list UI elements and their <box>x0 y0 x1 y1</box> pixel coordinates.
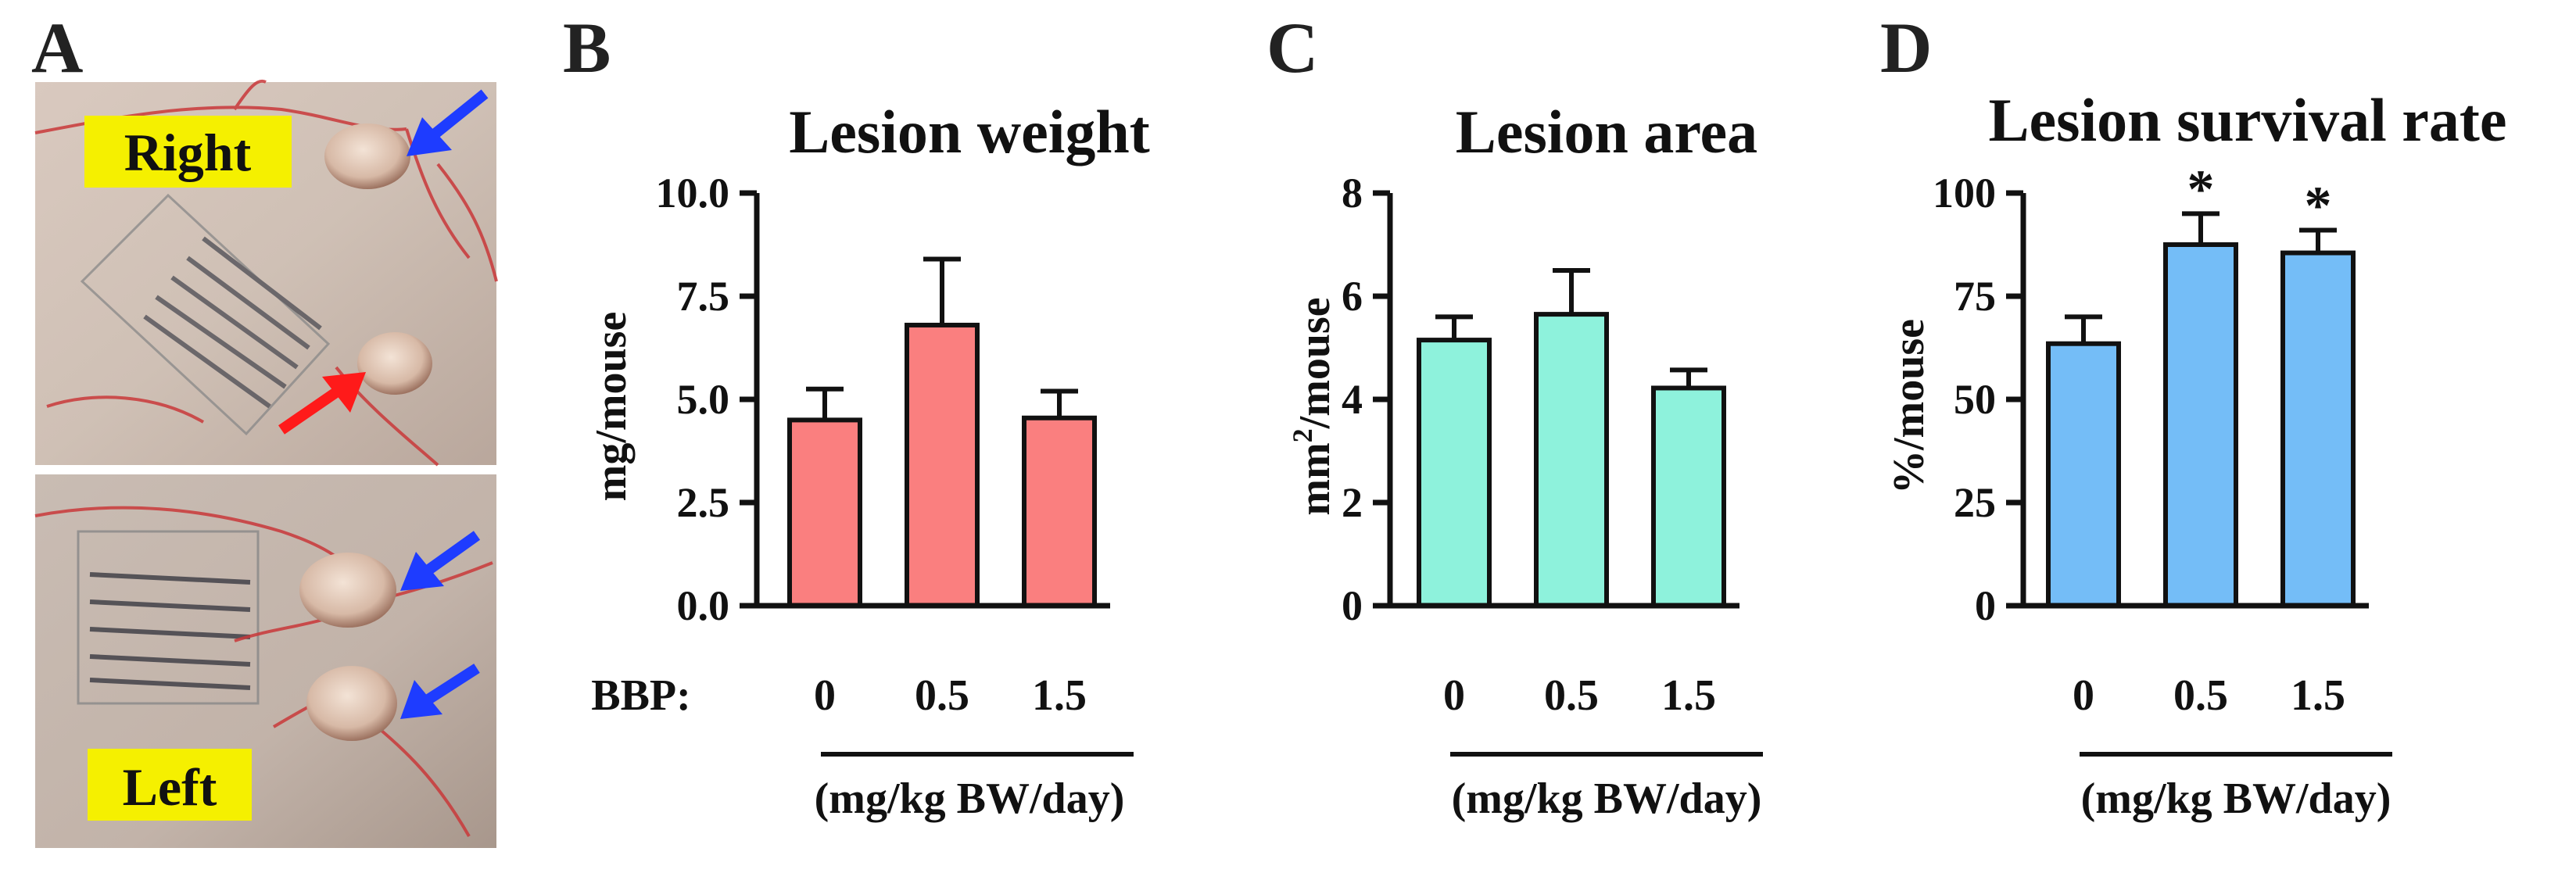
y-tick-label: 75 <box>1954 273 1996 320</box>
x-tick-label: 0 <box>2073 671 2094 720</box>
bar <box>787 417 862 609</box>
left-label: Left <box>123 757 217 817</box>
chart-title: Lesion area <box>1456 98 1757 166</box>
right-label-background <box>84 116 292 188</box>
y-tick-label: 0 <box>1975 582 1996 629</box>
significance-marker: * <box>2187 159 2215 220</box>
y-axis-label: %/mouse <box>1885 319 1933 494</box>
panel-letter-c: C <box>1267 8 1318 88</box>
y-tick-label: 6 <box>1342 273 1363 320</box>
panel-letter-b: B <box>563 8 611 88</box>
bar <box>2280 250 2356 608</box>
x-tick-label: 0.5 <box>1544 671 1599 720</box>
y-tick-label: 25 <box>1954 479 1996 526</box>
y-axis-label-unit: mm <box>1291 442 1339 515</box>
x-tick-label: 0 <box>814 671 836 720</box>
x-prefix: BBP: <box>591 671 691 720</box>
photo-right: Right <box>34 79 498 467</box>
y-tick-label: 2.5 <box>677 479 730 526</box>
lesion-top <box>299 553 396 628</box>
x-tick-label: 0.5 <box>915 671 969 720</box>
y-axis-label-superscript: 2 <box>1287 428 1318 442</box>
unit-label: (mg/kg BW/day) <box>2081 775 2391 823</box>
unit-label: (mg/kg BW/day) <box>815 775 1125 823</box>
lesion-bottom <box>357 332 432 395</box>
panel-b: B Lesion weight mg/mouse BBP: (mg/kg BW/… <box>563 8 1150 823</box>
bar <box>1534 312 1609 608</box>
y-tick-label: 0.0 <box>677 582 730 629</box>
unit-label: (mg/kg BW/day) <box>1452 775 1762 823</box>
y-tick-label: 8 <box>1342 170 1363 216</box>
x-tick-label: 1.5 <box>1661 671 1716 720</box>
bar <box>1417 338 1492 608</box>
y-tick-label: 2 <box>1342 479 1363 526</box>
y-axis-label: mm2/mouse <box>1287 297 1339 515</box>
y-tick-label: 100 <box>1933 170 1996 216</box>
x-tick-label: 0 <box>1443 671 1465 720</box>
panel-d: D Lesion survival rate %/mouse (mg/kg BW… <box>1880 8 2506 823</box>
bar <box>2046 341 2121 608</box>
bar <box>1022 415 1097 609</box>
x-tick-label: 1.5 <box>2291 671 2345 720</box>
bar <box>2163 242 2238 608</box>
mesh-grid <box>80 193 331 436</box>
red-arrow-icon <box>278 372 366 435</box>
lesion-top <box>324 123 410 189</box>
y-axis-label-rest: /mouse <box>1291 297 1339 429</box>
y-tick-label: 4 <box>1342 376 1363 423</box>
y-tick-label: 0 <box>1342 582 1363 629</box>
chart-title: Lesion survival rate <box>1989 86 2507 154</box>
bar <box>1651 385 1726 608</box>
x-tick-label: 0.5 <box>2173 671 2228 720</box>
blue-arrow-icon <box>407 89 489 156</box>
y-tick-label: 10.0 <box>656 170 730 216</box>
blue-arrow-icon <box>400 531 481 591</box>
blue-arrow-icon <box>400 664 480 719</box>
panel-letter-a: A <box>31 8 83 88</box>
y-tick-label: 7.5 <box>677 273 730 320</box>
photo-left: Left <box>34 474 496 848</box>
panel-c: C Lesion area mm2/mouse (mg/kg BW/day) 0… <box>1267 8 1763 823</box>
left-label-background <box>88 749 252 821</box>
mesh-grid <box>77 530 260 705</box>
right-label: Right <box>124 123 252 182</box>
panel-letter-d: D <box>1880 8 1932 88</box>
bar <box>905 322 980 608</box>
y-tick-label: 5.0 <box>677 376 730 423</box>
lesion-bottom <box>306 666 397 741</box>
significance-marker: * <box>2305 177 2332 237</box>
x-tick-label: 1.5 <box>1032 671 1087 720</box>
y-tick-label: 50 <box>1954 376 1996 423</box>
chart-title: Lesion weight <box>789 98 1150 166</box>
y-axis-label: mg/mouse <box>587 312 636 502</box>
panel-a: A <box>31 8 498 848</box>
